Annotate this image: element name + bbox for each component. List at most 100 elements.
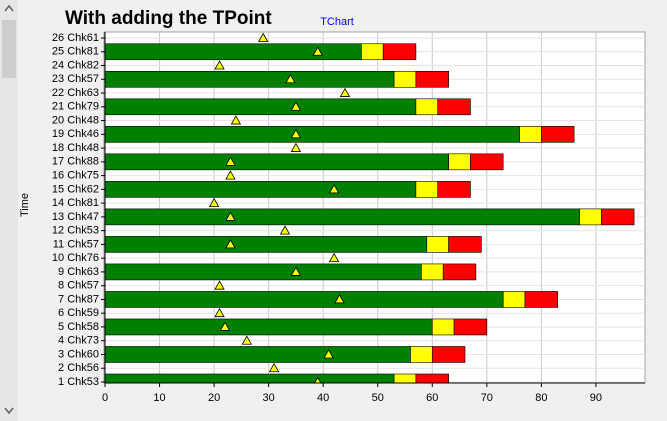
- y-tick-label: 1 Chk53: [58, 376, 99, 388]
- point-marker: [290, 129, 302, 139]
- bar-segment: [415, 181, 439, 198]
- point-marker: [214, 307, 225, 318]
- point-marker: [268, 362, 280, 373]
- point-marker: [208, 197, 220, 208]
- point-marker: [219, 321, 231, 331]
- x-tick-label: 10: [153, 392, 165, 404]
- x-tick-label: 60: [426, 392, 438, 404]
- scroll-down[interactable]: [4, 407, 14, 415]
- labels: 0 10 20 30 40 50 60 70 80 90 1 Chk53 2 Chk56 3 Chk60…: [52, 32, 645, 404]
- point-marker: [214, 280, 225, 290]
- point-marker: [285, 73, 296, 84]
- y-tick-label: 13 Chk47: [52, 211, 99, 223]
- point-marker: [225, 239, 236, 249]
- bar-segment: [415, 70, 449, 88]
- x-tick-label: 0: [102, 392, 108, 404]
- bar-segment: [442, 263, 477, 281]
- x-tick-label: 80: [535, 392, 547, 404]
- y-tick-label: 3 Chk60: [58, 348, 99, 360]
- bar-segment: [104, 98, 417, 116]
- y-tick-label: 20 Chk48: [52, 114, 99, 126]
- y-tick-label: 7 Chk87: [58, 293, 99, 305]
- bar-segment: [104, 291, 504, 308]
- bar-segment: [601, 208, 635, 226]
- point-marker: [328, 252, 340, 263]
- scroll-thumb[interactable]: [2, 20, 16, 78]
- y-tick-label: 15 Chk62: [52, 183, 99, 195]
- marks: [104, 32, 635, 383]
- y-tick-label: 6 Chk59: [58, 307, 99, 319]
- bar-segment: [104, 346, 411, 363]
- y-tick-label: 21 Chk79: [52, 101, 99, 113]
- y-tick-label: 5 Chk58: [58, 321, 99, 333]
- point-marker: [230, 115, 242, 125]
- point-marker: [290, 101, 302, 111]
- point-marker: [241, 335, 253, 345]
- x-tick-label: 50: [372, 392, 384, 404]
- y-tick-label: 26 Chk61: [52, 32, 99, 44]
- point-marker: [214, 60, 225, 70]
- bar-segment: [470, 153, 504, 171]
- point-marker: [314, 376, 322, 383]
- point-marker: [312, 46, 323, 56]
- y-tick-label: 18 Chk48: [52, 142, 99, 154]
- point-marker: [290, 142, 302, 152]
- y-tick-label: 23 Chk57: [52, 73, 99, 85]
- bar-segment: [448, 236, 482, 253]
- y-tick-label: 14 Chk81: [52, 197, 99, 209]
- scroll-up[interactable]: [4, 4, 14, 12]
- bar-segment: [393, 70, 417, 88]
- point-marker: [334, 294, 345, 304]
- bar-segment: [361, 43, 384, 61]
- scrollbar[interactable]: [0, 0, 18, 421]
- bar-segment: [415, 373, 449, 383]
- point-marker: [225, 170, 236, 180]
- bar-segment: [431, 318, 455, 336]
- point-marker: [290, 266, 302, 276]
- y-tick-label: 24 Chk82: [52, 59, 99, 71]
- chart-title: With adding the TPoint: [65, 8, 272, 29]
- point-marker: [328, 184, 340, 194]
- chart-subtitle: TChart: [320, 16, 354, 28]
- y-tick-label: 9 Chk63: [58, 266, 99, 278]
- y-tick-label: 11 Chk57: [53, 238, 99, 250]
- point-marker: [225, 156, 236, 166]
- point-marker: [339, 87, 351, 97]
- x-tick-label: 20: [208, 392, 220, 404]
- bar-segment: [453, 318, 488, 336]
- bar-segment: [104, 263, 422, 281]
- x-tick-label: 30: [263, 392, 275, 404]
- point-marker: [279, 225, 291, 235]
- bar-segment: [104, 181, 417, 198]
- bar-segment: [410, 346, 433, 363]
- point-marker: [323, 349, 334, 359]
- bar-segment: [421, 263, 444, 281]
- bar-segment: [415, 98, 439, 116]
- y-axis-label: Time: [19, 193, 31, 217]
- bar-segment: [519, 126, 542, 143]
- y-tick-label: 17 Chk88: [52, 156, 99, 168]
- y-tick-label: 4 Chk73: [58, 335, 99, 347]
- bar-segment: [104, 236, 428, 253]
- point-marker: [225, 211, 236, 221]
- bar-segment: [382, 43, 417, 61]
- bar-segment: [104, 208, 580, 226]
- x-tick-label: 70: [481, 392, 493, 404]
- bar-segment: [448, 153, 471, 171]
- x-tick-label: 90: [590, 392, 602, 404]
- x-tick-label: 40: [317, 392, 329, 404]
- bar-segment: [502, 291, 526, 308]
- y-tick-label: 19 Chk46: [52, 128, 99, 140]
- y-tick-label: 12 Chk53: [52, 225, 99, 237]
- point-marker: [257, 32, 269, 42]
- y-tick-label: 25 Chk81: [52, 46, 99, 58]
- y-tick-label: 22 Chk63: [52, 87, 99, 99]
- bar-segment: [104, 43, 362, 61]
- bar-segment: [104, 126, 520, 143]
- bar-segment: [104, 70, 395, 88]
- bar-segment: [524, 291, 559, 308]
- y-tick-label: 10 Chk76: [52, 252, 99, 264]
- bar-segment: [579, 208, 602, 226]
- y-tick-label: 8 Chk57: [58, 280, 99, 292]
- y-tick-label: 2 Chk56: [58, 362, 99, 374]
